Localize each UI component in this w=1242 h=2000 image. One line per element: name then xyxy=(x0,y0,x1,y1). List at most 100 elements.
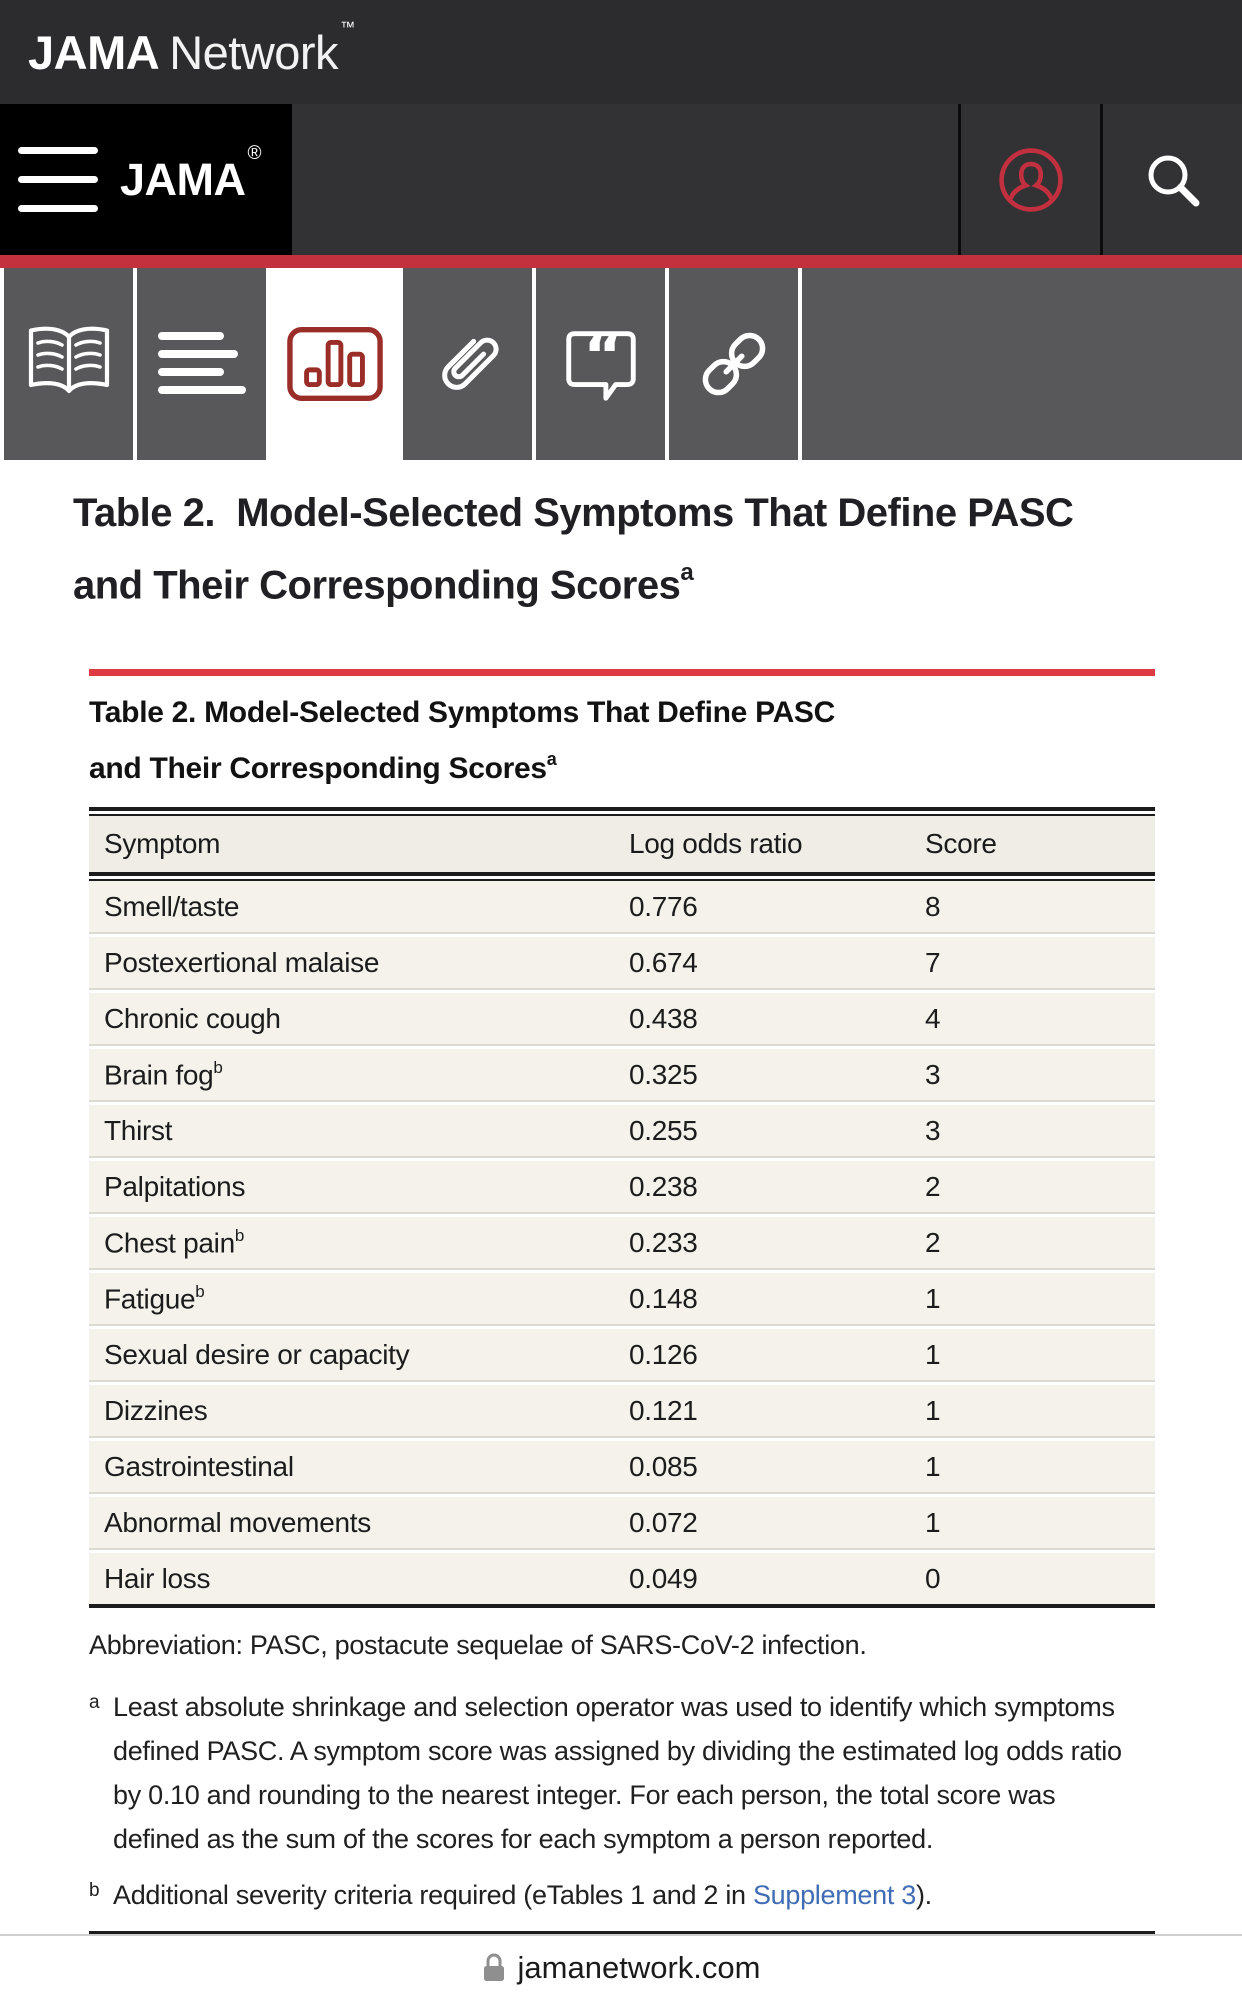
table-row: Palpitations 0.238 2 xyxy=(89,1156,1155,1213)
red-accent-bar xyxy=(0,255,1242,268)
tab-contents[interactable] xyxy=(137,268,266,460)
lock-icon xyxy=(483,1953,504,1981)
table-row: Fatigueb 0.148 1 xyxy=(89,1268,1155,1325)
supplement-3-link[interactable]: Supplement 3 xyxy=(752,1880,916,1911)
logo-jama: JAMA xyxy=(28,25,160,79)
article-content: Table 2. Model-Selected Symptoms That De… xyxy=(0,462,1242,1936)
open-book-icon xyxy=(28,326,109,394)
jama-network-logo[interactable]: JAMA Network ™ xyxy=(28,19,355,80)
tab-figures[interactable] xyxy=(270,268,399,460)
score-cell: 7 xyxy=(925,946,941,978)
footnote-a-marker: a xyxy=(89,1692,100,1714)
table-header-rule xyxy=(89,872,1155,882)
log-odds-cell: 0.325 xyxy=(629,1058,698,1090)
table-card: Table 2. Model-Selected Symptoms That De… xyxy=(89,669,1155,1936)
article-toolbar: “ xyxy=(0,268,1242,460)
symptom-cell: Chronic cough xyxy=(104,1002,281,1034)
footnote-b: b Additional severity criteria required … xyxy=(89,1873,1139,1917)
card-bottom-rule xyxy=(89,1931,1155,1936)
score-cell: 1 xyxy=(925,1338,941,1370)
score-cell: 0 xyxy=(925,1562,941,1594)
symptom-cell: Postexertional malaise xyxy=(104,946,380,978)
svg-text:“: “ xyxy=(583,322,623,392)
score-cell: 1 xyxy=(925,1450,941,1482)
footnote-b-marker: b xyxy=(89,1880,100,1902)
symptom-cell: Brain fogb xyxy=(104,1057,223,1090)
symptom-cell: Fatigueb xyxy=(104,1281,205,1314)
symptom-cell: Gastrointestinal xyxy=(104,1450,294,1482)
journal-navbar: JAMA® xyxy=(0,104,1242,255)
score-cell: 8 xyxy=(925,890,941,922)
score-cell: 3 xyxy=(925,1058,941,1090)
log-odds-cell: 0.085 xyxy=(629,1450,698,1482)
page-title-line2: and Their Corresponding Scoresa xyxy=(73,559,694,608)
table-body: Smell/taste 0.776 8 Postexertional malai… xyxy=(89,881,1155,1605)
log-odds-cell: 0.255 xyxy=(629,1114,698,1146)
column-header-score: Score xyxy=(925,828,997,860)
log-odds-cell: 0.233 xyxy=(629,1226,698,1258)
table-row: Dizzines 0.121 1 xyxy=(89,1380,1155,1437)
hamburger-menu-icon[interactable] xyxy=(18,147,98,212)
profile-icon xyxy=(998,147,1063,212)
tab-full-text[interactable] xyxy=(4,268,133,460)
symptom-cell: Abnormal movements xyxy=(104,1506,371,1538)
profile-button[interactable] xyxy=(961,104,1100,255)
navbar-divider xyxy=(1100,104,1103,255)
column-header-log-odds: Log odds ratio xyxy=(629,828,803,860)
navbar-divider xyxy=(958,104,961,255)
table-row: Smell/taste 0.776 8 xyxy=(89,881,1155,933)
footnote-b-text-pre: Additional severity criteria required (e… xyxy=(113,1880,753,1911)
table-row: Brain fogb 0.325 3 xyxy=(89,1044,1155,1101)
table-row: Abnormal movements 0.072 1 xyxy=(89,1492,1155,1549)
table-row: Chronic cough 0.438 4 xyxy=(89,988,1155,1045)
table-row: Chest painb 0.233 2 xyxy=(89,1212,1155,1269)
search-button[interactable] xyxy=(1103,104,1242,255)
table-row: Thirst 0.255 3 xyxy=(89,1100,1155,1157)
quote-bubble-icon: “ xyxy=(565,322,636,401)
logo-trademark: ™ xyxy=(340,18,355,36)
log-odds-cell: 0.049 xyxy=(629,1562,698,1594)
logo-network: Network xyxy=(169,25,339,79)
symptom-cell: Dizzines xyxy=(104,1394,208,1426)
tab-comments[interactable]: “ xyxy=(536,268,665,460)
card-red-rule xyxy=(89,669,1155,677)
bar-chart-icon xyxy=(286,327,383,401)
card-table-title: Table 2. Model-Selected Symptoms That De… xyxy=(89,696,836,786)
search-icon xyxy=(1148,155,1199,206)
log-odds-cell: 0.126 xyxy=(629,1338,698,1370)
symptom-cell: Smell/taste xyxy=(104,890,240,922)
footnote-a: a Least absolute shrinkage and selection… xyxy=(89,1685,1139,1861)
table-row: Hair loss 0.049 0 xyxy=(89,1548,1155,1605)
log-odds-cell: 0.121 xyxy=(629,1394,698,1426)
log-odds-cell: 0.674 xyxy=(629,946,698,978)
tab-supplemental[interactable] xyxy=(403,268,532,460)
score-cell: 2 xyxy=(925,1170,941,1202)
symptom-cell: Hair loss xyxy=(104,1562,211,1594)
log-odds-cell: 0.438 xyxy=(629,1002,698,1034)
tab-related[interactable] xyxy=(669,268,798,460)
article-text-icon xyxy=(157,332,246,394)
navbar-spacer xyxy=(292,104,958,255)
log-odds-cell: 0.776 xyxy=(629,890,698,922)
score-cell: 2 xyxy=(925,1226,941,1258)
card-title-footnote-marker: a xyxy=(546,749,557,770)
score-cell: 4 xyxy=(925,1002,941,1034)
abbreviation-note: Abbreviation: PASC, postacute sequelae o… xyxy=(89,1630,867,1661)
symptom-cell: Chest painb xyxy=(104,1225,245,1258)
paperclip-icon xyxy=(441,337,499,390)
jama-network-topbar: JAMA Network ™ xyxy=(0,0,1242,104)
table-row: Gastrointestinal 0.085 1 xyxy=(89,1436,1155,1493)
symptom-cell: Palpitations xyxy=(104,1170,246,1202)
score-cell: 1 xyxy=(925,1282,941,1314)
table-row: Postexertional malaise 0.674 7 xyxy=(89,932,1155,989)
journal-brand[interactable]: JAMA® xyxy=(120,142,262,205)
page-title-footnote-marker: a xyxy=(680,559,694,586)
score-cell: 3 xyxy=(925,1114,941,1146)
footnote-a-text: Least absolute shrinkage and selection o… xyxy=(113,1692,1122,1855)
symptom-cell: Thirst xyxy=(104,1114,173,1146)
symptom-cell: Sexual desire or capacity xyxy=(104,1338,410,1370)
log-odds-cell: 0.148 xyxy=(629,1282,698,1314)
url-text[interactable]: jamanetwork.com xyxy=(517,1950,761,1985)
page-title: Table 2. Model-Selected Symptoms That De… xyxy=(73,482,1193,617)
browser-url-bar[interactable]: jamanetwork.com xyxy=(0,1934,1242,2000)
